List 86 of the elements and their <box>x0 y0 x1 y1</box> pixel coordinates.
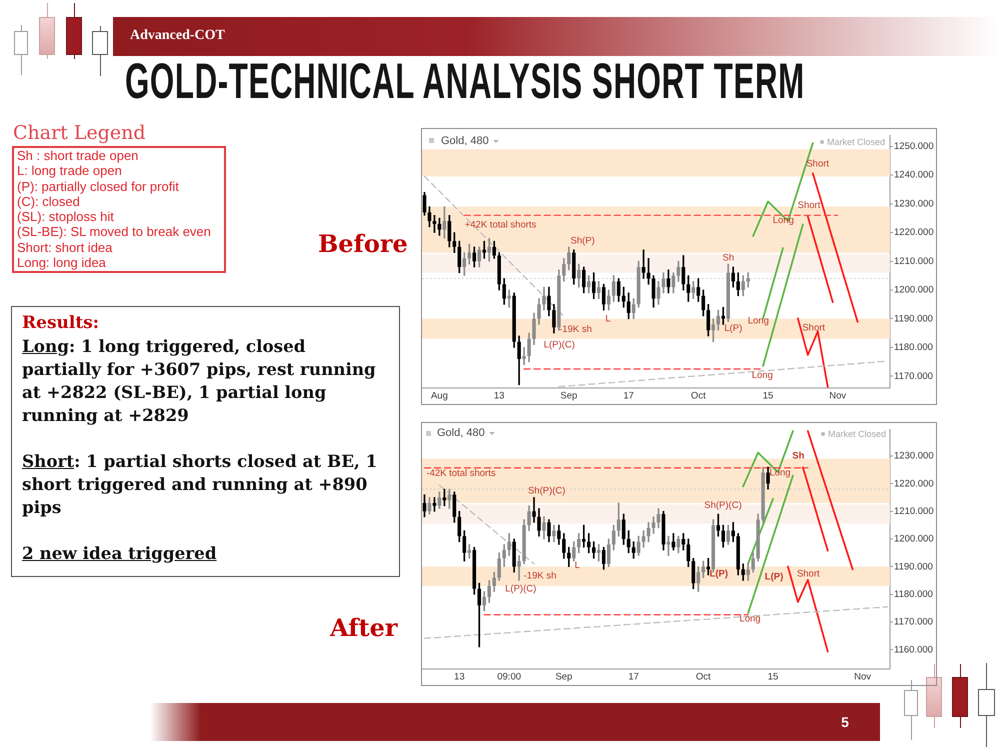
text: After <box>330 613 398 642</box>
text: Advanced-COT <box>130 27 225 45</box>
text: Sh : short trade open <box>17 148 140 164</box>
y-tick-label: 1230.000 <box>894 198 934 210</box>
annotation: L(P) <box>710 568 728 580</box>
y-tick-label: 1180.000 <box>894 588 933 600</box>
annotation: Short <box>796 568 820 580</box>
candlestick <box>432 214 436 233</box>
x-tick-label: Oct <box>690 390 706 402</box>
annotation: L(P) <box>724 322 742 334</box>
annotation: L <box>574 560 580 571</box>
candlestick <box>642 249 646 279</box>
annotation: Long <box>748 316 769 327</box>
y-tick-label: 1170.000 <box>894 616 933 628</box>
x-tick-label: Nov <box>854 671 872 682</box>
text: (SL): stoploss hit <box>17 209 115 224</box>
candlestick <box>432 497 436 512</box>
text: GOLD-TECHNICAL ANALYSIS SHORT TERM <box>125 53 805 109</box>
chart-subtitle: Gold, 480 <box>437 426 485 440</box>
text: 5 <box>840 713 850 731</box>
text: Short: short idea <box>17 240 114 256</box>
candlestick <box>666 536 670 556</box>
annotation: Short <box>798 200 821 211</box>
text: (SL-BE): SL moved to break even <box>17 224 211 240</box>
annotation: Sh <box>722 252 734 264</box>
annotation: Sh(P)(C) <box>704 500 742 511</box>
annotation: Market Closed <box>828 428 886 440</box>
text: L: long trade open <box>17 163 123 179</box>
text: Before <box>318 229 408 258</box>
candlestick <box>646 258 650 285</box>
x-tick-label: 15 <box>768 671 778 682</box>
text: Long: 1 long triggered, closed partially for +3607 pips, rest running at +2822 (SL-BE), 1 partial long running at +2829 <box>22 336 376 425</box>
annotation: Long <box>752 370 773 381</box>
x-tick-label: Oct <box>696 671 712 682</box>
annotation: Sh(P)(C) <box>528 485 566 496</box>
y-tick-label: 1180.000 <box>894 342 933 354</box>
annotation: L(P) <box>764 572 784 583</box>
annotation: L(P)(C) <box>544 340 575 351</box>
x-tick-label: Nov <box>829 390 846 402</box>
x-tick-label: Aug <box>430 390 448 402</box>
x-tick-label: 17 <box>623 390 634 402</box>
text: (C): closed <box>17 194 80 210</box>
text: Chart Legend <box>13 122 146 144</box>
y-tick-label: 1200.000 <box>894 534 934 545</box>
y-tick-label: 1220.000 <box>894 227 934 238</box>
annotation: Sh <box>792 450 805 462</box>
annotation: -19K sh <box>559 324 592 335</box>
y-tick-label: 1230.000 <box>894 450 934 462</box>
y-tick-label: 1190.000 <box>894 313 933 324</box>
text: Long: long idea <box>17 255 107 270</box>
text: Short: 1 partial shorts closed at BE, 1 short triggered and running at +890 pips <box>22 451 378 517</box>
x-tick-label: Sep <box>560 390 578 402</box>
y-tick-label: 1210.000 <box>894 256 934 267</box>
annotation: Short <box>806 158 830 170</box>
y-tick-label: 1200.000 <box>894 284 934 296</box>
y-tick-label: 1240.000 <box>894 170 934 181</box>
chart-subtitle: Gold, 480 <box>441 134 489 148</box>
annotation: -42K total shorts <box>426 468 496 479</box>
y-tick-label: 1170.000 <box>894 370 933 382</box>
x-tick-label: 09:00 <box>497 671 522 682</box>
candlestick <box>532 497 536 523</box>
annotation: Market Closed <box>826 136 885 148</box>
text: 2 new idea triggered <box>22 543 217 563</box>
y-tick-label: 1250.000 <box>894 140 934 152</box>
x-tick-label: Sep <box>555 671 572 682</box>
annotation: L <box>605 313 611 324</box>
text: Results: <box>22 312 100 335</box>
annotation: L(P)(C) <box>505 584 536 595</box>
y-tick-label: 1190.000 <box>894 561 933 572</box>
x-tick-label: 13 <box>494 390 504 402</box>
x-tick-label: 13 <box>454 671 465 682</box>
y-tick-label: 1210.000 <box>894 506 934 517</box>
x-tick-label: 17 <box>628 671 639 682</box>
x-tick-label: 15 <box>762 390 774 402</box>
annotation: Long <box>769 468 791 479</box>
annotation: Long <box>739 614 761 625</box>
annotation: Short <box>802 322 826 334</box>
annotation: +42K total shorts <box>464 220 537 231</box>
annotation: -19K sh <box>524 570 556 582</box>
y-tick-label: 1160.000 <box>894 644 933 656</box>
candlestick <box>522 347 526 366</box>
text: (P): partially closed for profit <box>17 178 180 194</box>
annotation: Sh(P) <box>570 236 595 247</box>
annotation: Long <box>772 214 794 226</box>
y-tick-label: 1220.000 <box>894 478 934 490</box>
line-series <box>424 606 888 639</box>
